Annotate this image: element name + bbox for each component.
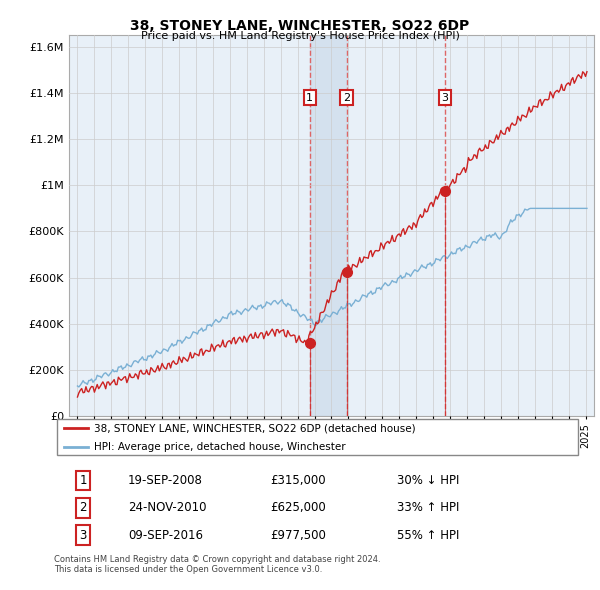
Text: 38, STONEY LANE, WINCHESTER, SO22 6DP (detached house): 38, STONEY LANE, WINCHESTER, SO22 6DP (d… (94, 424, 415, 434)
Text: HPI: Average price, detached house, Winchester: HPI: Average price, detached house, Winc… (94, 442, 345, 452)
FancyBboxPatch shape (56, 419, 578, 455)
Text: 1: 1 (307, 93, 313, 103)
Text: Price paid vs. HM Land Registry's House Price Index (HPI): Price paid vs. HM Land Registry's House … (140, 31, 460, 41)
Text: 24-NOV-2010: 24-NOV-2010 (128, 502, 206, 514)
Text: 3: 3 (79, 529, 87, 542)
Text: £625,000: £625,000 (271, 502, 326, 514)
Text: 33% ↑ HPI: 33% ↑ HPI (397, 502, 460, 514)
Bar (310, 35, 347, 416)
Text: 09-SEP-2016: 09-SEP-2016 (128, 529, 203, 542)
Text: £315,000: £315,000 (271, 474, 326, 487)
Text: £977,500: £977,500 (271, 529, 326, 542)
Text: 2: 2 (79, 502, 87, 514)
Text: 55% ↑ HPI: 55% ↑ HPI (397, 529, 460, 542)
Text: 2: 2 (343, 93, 350, 103)
Text: 1: 1 (79, 474, 87, 487)
Text: 38, STONEY LANE, WINCHESTER, SO22 6DP: 38, STONEY LANE, WINCHESTER, SO22 6DP (130, 19, 470, 33)
Text: 19-SEP-2008: 19-SEP-2008 (128, 474, 203, 487)
Text: 30% ↓ HPI: 30% ↓ HPI (397, 474, 460, 487)
Text: 3: 3 (441, 93, 448, 103)
Text: Contains HM Land Registry data © Crown copyright and database right 2024.
This d: Contains HM Land Registry data © Crown c… (54, 555, 380, 574)
